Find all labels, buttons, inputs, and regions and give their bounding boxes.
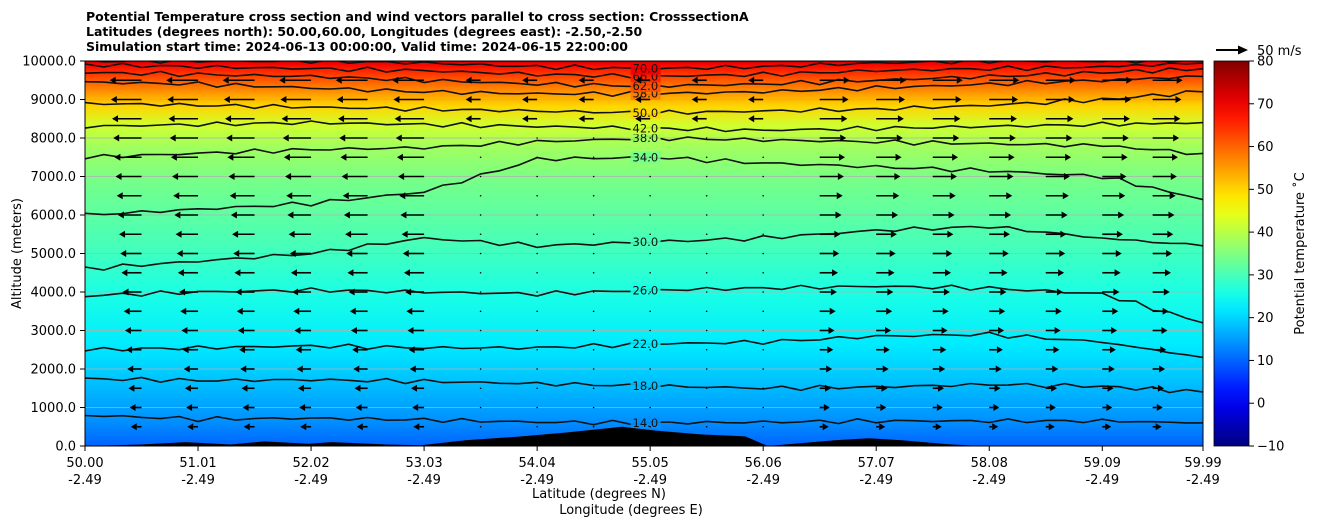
y-tick-label: 2000.0 [31, 363, 77, 378]
x-tick-label-lon: -2.49 [181, 473, 215, 488]
x-tick-label-lat: 53.03 [405, 456, 442, 471]
colorbar-ticks: −10 0 10 20 30 40 50 60 70 80 [1249, 55, 1284, 455]
y-tick-label: 0.0 [55, 440, 76, 455]
y-axis-label: Altitude (meters) [10, 198, 25, 309]
y-axis: 0.0 1000.0 2000.0 3000.0 4000.0 5000.0 6000.0 7… [22, 55, 85, 455]
contour-label: 70.0 [633, 62, 659, 76]
x-tick-label-lat: 56.06 [745, 456, 782, 471]
contour-label: 30.0 [633, 235, 659, 249]
contour-label: 34.0 [633, 150, 659, 164]
chart-title-line3: Simulation start time: 2024-06-13 00:00:… [86, 39, 628, 54]
contour-label: 42.0 [633, 121, 659, 135]
y-tick-label: 5000.0 [31, 247, 77, 262]
colorbar [1213, 60, 1250, 447]
contour-label: 18.0 [633, 379, 659, 393]
x-tick-label-lon: -2.49 [746, 473, 780, 488]
x-axis-label-latitude: Latitude (degrees N) [532, 487, 666, 502]
x-axis-label-longitude: Longitude (degrees E) [559, 503, 703, 518]
y-tick-label: 8000.0 [31, 132, 77, 147]
chart-title-line1: Potential Temperature cross section and … [86, 9, 749, 24]
terrain-shape [85, 426, 1203, 446]
x-tick-label-lat: 54.04 [519, 456, 556, 471]
contour-label: 22.0 [633, 337, 659, 351]
x-tick-label-lat: 51.01 [179, 456, 216, 471]
y-tick-label: 3000.0 [31, 324, 77, 339]
colorbar-tick-label: 70 [1257, 97, 1274, 112]
y-tick-label: 4000.0 [31, 286, 77, 301]
chart-title-line2: Latitudes (degrees north): 50.00,60.00, … [86, 24, 643, 39]
colorbar-tick-label: 80 [1257, 55, 1274, 70]
x-tick-label-lat: 58.08 [971, 456, 1008, 471]
colorbar-label: Potential temperature ˚C [1292, 172, 1308, 335]
x-tick-label-lon: -2.49 [1186, 473, 1220, 488]
y-tick-label: 10000.0 [22, 55, 76, 70]
x-tick-label-lon: -2.49 [294, 473, 328, 488]
x-tick-label-lon: -2.49 [407, 473, 441, 488]
colorbar-tick-label: 60 [1257, 140, 1274, 155]
contour-label: 26.0 [633, 283, 659, 297]
wind-vectors [109, 76, 1183, 431]
x-tick-label-lat: 50.00 [66, 456, 103, 471]
x-tick-label-lat: 57.07 [858, 456, 895, 471]
x-tick-label-lat: 59.09 [1084, 456, 1121, 471]
colorbar-tick-label: 0 [1257, 397, 1265, 412]
colorbar-tick-label: 20 [1257, 311, 1274, 326]
contour-label: 14.0 [633, 416, 659, 430]
colorbar-tick-label: −10 [1257, 440, 1284, 455]
x-tick-label-lon: -2.49 [633, 473, 667, 488]
y-tick-label: 7000.0 [31, 170, 77, 185]
x-axis: 50.00 -2.49 51.01 -2.49 52.02 -2.49 53.03 -2.49… [66, 446, 1222, 488]
y-tick-label: 9000.0 [31, 93, 77, 108]
colorbar-tick-label: 10 [1257, 354, 1274, 369]
x-tick-label-lon: -2.49 [859, 473, 893, 488]
x-tick-label-lat: 55.05 [632, 456, 669, 471]
wind-reference-label: 50 m/s [1257, 44, 1302, 59]
wind-reference-key: 50 m/s [1216, 44, 1302, 59]
x-tick-label-lon: -2.49 [1085, 473, 1119, 488]
x-tick-label-lon: -2.49 [972, 473, 1006, 488]
contour-label: 50.0 [633, 106, 659, 120]
x-tick-label-lon: -2.49 [520, 473, 554, 488]
x-tick-label-lat: 52.02 [292, 456, 329, 471]
x-tick-label-lat: 59.99 [1184, 456, 1221, 471]
x-tick-label-lon: -2.49 [68, 473, 102, 488]
contour-label: 38.0 [633, 131, 659, 145]
colorbar-tick-label: 30 [1257, 268, 1274, 283]
y-tick-label: 6000.0 [31, 209, 77, 224]
colorbar-tick-label: 50 [1257, 183, 1274, 198]
colorbar-tick-label: 40 [1257, 226, 1274, 241]
y-tick-label: 1000.0 [31, 401, 77, 416]
